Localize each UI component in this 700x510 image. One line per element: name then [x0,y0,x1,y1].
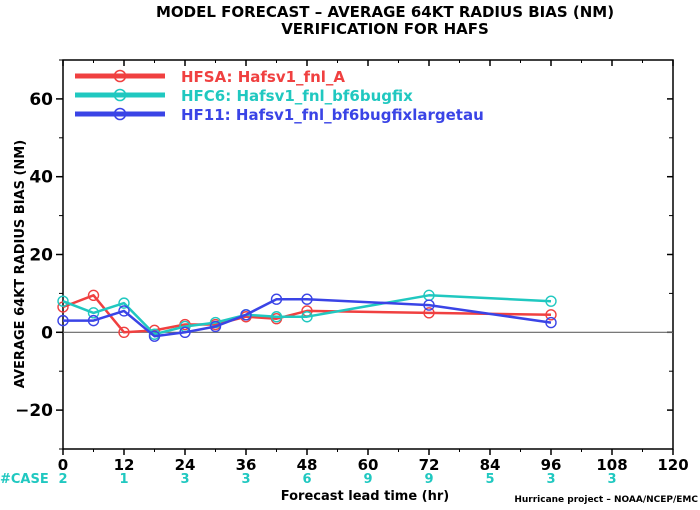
x-tick-label: 84 [480,456,501,474]
case-count: 9 [424,472,433,487]
series-line-1 [62,294,552,334]
case-count: 5 [485,472,494,487]
series-1-point [545,309,557,321]
x-tick-label: 108 [596,456,627,474]
legend-marker-1 [113,69,127,83]
series-3-point [118,305,130,317]
y-tick-label: 60 [29,90,53,110]
series-2-point [270,311,283,323]
x-tick-label: 60 [358,456,379,474]
y-axis-label: AVERAGE 64KT RADIUS BIAS (NM) [13,140,28,388]
case-count: 6 [302,472,311,487]
series-1-point [87,289,100,302]
series-1-point [118,326,130,338]
series-3-point [240,309,252,321]
credit-text: Hurricane project – NOAA/NCEP/EMC [514,495,698,505]
y-tick-label: 40 [29,168,53,188]
case-count: 3 [607,472,616,487]
case-count: 1 [119,472,128,487]
legend-marker-2 [113,88,127,102]
legend-label-2: HFC6: Hafsv1_fnl_bf6bugfix [181,87,413,105]
series-line-2 [62,294,552,336]
case-count: 2 [58,472,67,487]
case-label: #CASE [0,472,49,487]
series-3-point [87,314,100,327]
x-tick-label: 0 [58,456,68,474]
series-3-point [545,316,557,329]
y-tick-label: −20 [15,401,53,421]
legend-label-1: HFSA: Hafsv1_fnl_A [181,68,345,86]
case-count: 3 [241,472,250,487]
series-3-point [148,330,161,342]
x-tick-label: 72 [419,456,440,474]
x-tick-label: 48 [297,456,318,474]
series-3-point [57,314,69,327]
case-count: 9 [363,472,372,487]
series-3-point [270,293,283,305]
series-2-point [301,311,313,323]
legend-marker-3 [113,107,127,121]
case-count: 3 [180,472,189,487]
y-tick-label: 0 [41,323,53,343]
x-tick-label: 96 [541,456,562,474]
chart-title: MODEL FORECAST – AVERAGE 64KT RADIUS BIA… [156,3,614,21]
x-tick-label: 24 [175,456,196,474]
series-2-point [545,295,557,307]
x-tick-label: 120 [657,456,688,474]
series-3-point [209,320,222,333]
series-line-3 [63,297,552,338]
x-tick-label: 12 [114,456,135,474]
series-3-point [301,293,313,305]
series-2-point [57,295,69,307]
series-3-point [179,326,191,338]
series-2-point [118,297,130,309]
series-2-point [87,307,100,319]
legend-label-3: HF11: Hafsv1_fnl_bf6bugfixlargetau [181,106,484,124]
x-tick-label: 36 [236,456,257,474]
series-1-point [423,307,435,319]
y-tick-label: 20 [29,246,53,266]
series-3-point [423,299,435,311]
chart-subtitle: VERIFICATION FOR HAFS [281,20,489,38]
case-count: 3 [546,472,555,487]
x-axis-label: Forecast lead time (hr) [281,489,449,504]
